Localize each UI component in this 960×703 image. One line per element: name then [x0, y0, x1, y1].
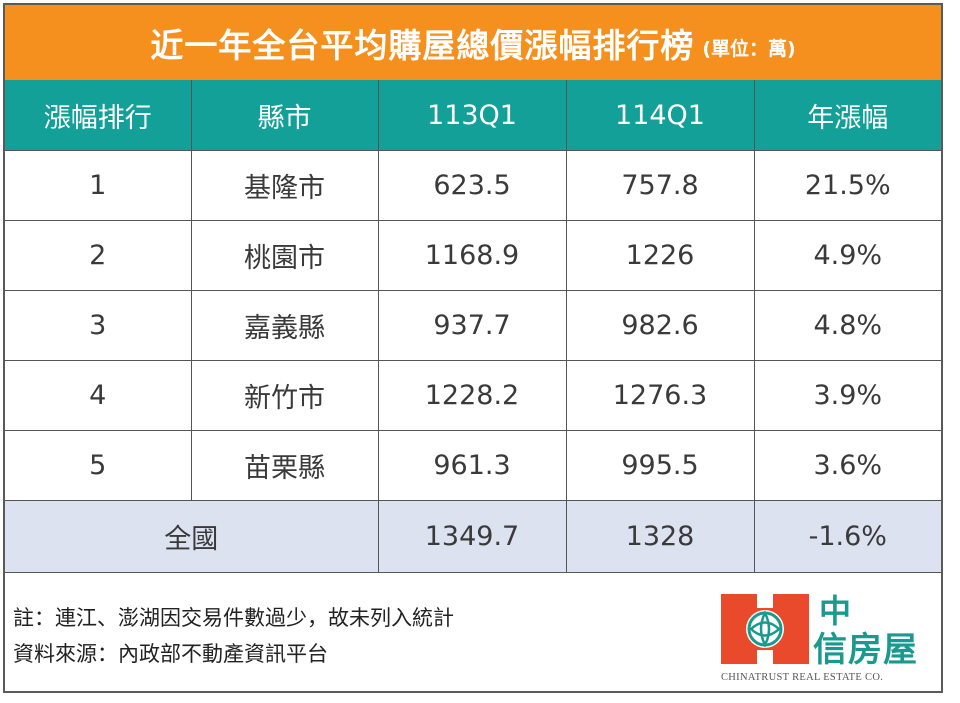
unit-label: (單位：萬) — [702, 38, 796, 60]
cell-113q1: 1168.9 — [377, 220, 567, 291]
cell-113q1: 937.7 — [377, 290, 567, 361]
cell-113q1: 1228.2 — [377, 360, 567, 431]
table-header-row: 漲幅排行 縣市 113Q1 114Q1 年漲幅 — [5, 80, 941, 151]
table-row: 3 嘉義縣 937.7 982.6 4.8% — [5, 290, 941, 361]
cell-annual-change: 4.8% — [753, 290, 941, 361]
cell-114q1: 982.6 — [565, 290, 755, 361]
chinatrust-logo: 中 信房屋 CHINATRUST REAL ESTATE CO. — [721, 588, 931, 688]
cell-total-label: 全國 — [5, 500, 379, 573]
cell-total-113q1: 1349.7 — [377, 500, 567, 573]
table-total-row: 全國 1349.7 1328 -1.6% — [5, 500, 941, 573]
cell-annual-change: 3.6% — [753, 430, 941, 501]
cell-city: 苗栗縣 — [190, 430, 379, 501]
cell-total-114q1: 1328 — [565, 500, 755, 573]
cell-rank: 1 — [5, 150, 192, 221]
footnote: 註：連江、澎湖因交易件數過少，故未列入統計 — [13, 606, 454, 630]
header-city: 縣市 — [190, 80, 379, 151]
logo-text-line2: 信房屋 — [813, 630, 918, 670]
ranking-table-card: 近一年全台平均購屋總價漲幅排行榜 (單位：萬) 漲幅排行 縣市 113Q1 11… — [3, 3, 943, 693]
header-114q1: 114Q1 — [565, 80, 755, 151]
header-annual-change: 年漲幅 — [753, 80, 941, 151]
cell-rank: 2 — [5, 220, 192, 291]
cell-rank: 3 — [5, 290, 192, 361]
table-row: 4 新竹市 1228.2 1276.3 3.9% — [5, 360, 941, 431]
cell-city: 新竹市 — [190, 360, 379, 431]
cell-total-change: -1.6% — [753, 500, 941, 573]
cell-annual-change: 21.5% — [753, 150, 941, 221]
ranking-table: 漲幅排行 縣市 113Q1 114Q1 年漲幅 1 基隆市 623.5 757.… — [5, 80, 941, 573]
cell-114q1: 1276.3 — [565, 360, 755, 431]
cell-rank: 5 — [5, 430, 192, 501]
cell-113q1: 623.5 — [377, 150, 567, 221]
cell-city: 桃園市 — [190, 220, 379, 291]
cell-city: 嘉義縣 — [190, 290, 379, 361]
table-row: 5 苗栗縣 961.3 995.5 3.6% — [5, 430, 941, 501]
header-rank: 漲幅排行 — [5, 80, 192, 151]
table-row: 1 基隆市 623.5 757.8 21.5% — [5, 150, 941, 221]
logo-text-line1: 中 — [819, 592, 852, 630]
cell-rank: 4 — [5, 360, 192, 431]
logo-english-text: CHINATRUST REAL ESTATE CO. — [721, 672, 884, 683]
cell-114q1: 1226 — [565, 220, 755, 291]
title-bar: 近一年全台平均購屋總價漲幅排行榜 (單位：萬) — [5, 5, 941, 80]
chinatrust-logo-icon — [721, 594, 809, 664]
cell-annual-change: 4.9% — [753, 220, 941, 291]
footer: 註：連江、澎湖因交易件數過少，故未列入統計 資料來源：內政部不動產資訊平台 中 … — [5, 574, 941, 691]
table-row: 2 桃園市 1168.9 1226 4.9% — [5, 220, 941, 291]
cell-114q1: 995.5 — [565, 430, 755, 501]
header-113q1: 113Q1 — [377, 80, 567, 151]
cell-annual-change: 3.9% — [753, 360, 941, 431]
data-source: 資料來源：內政部不動產資訊平台 — [13, 642, 328, 666]
page-title: 近一年全台平均購屋總價漲幅排行榜 — [150, 25, 695, 65]
cell-114q1: 757.8 — [565, 150, 755, 221]
cell-113q1: 961.3 — [377, 430, 567, 501]
cell-city: 基隆市 — [190, 150, 379, 221]
